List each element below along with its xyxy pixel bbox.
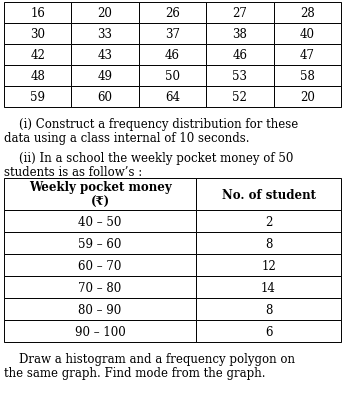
- Bar: [4, 179, 196, 211]
- Text: 8: 8: [265, 237, 272, 250]
- Bar: [196, 299, 341, 321]
- Bar: [4, 87, 71, 108]
- Text: 53: 53: [233, 70, 247, 83]
- Text: (ii) In a school the weekly pocket money of 50: (ii) In a school the weekly pocket money…: [4, 151, 293, 164]
- Bar: [139, 87, 206, 108]
- Bar: [206, 66, 274, 87]
- Text: the same graph. Find mode from the graph.: the same graph. Find mode from the graph…: [4, 366, 266, 379]
- Text: 40 – 50: 40 – 50: [78, 216, 122, 228]
- Text: 26: 26: [165, 7, 180, 20]
- Text: 16: 16: [30, 7, 45, 20]
- Bar: [206, 3, 274, 24]
- Bar: [139, 66, 206, 87]
- Text: 60 – 70: 60 – 70: [78, 259, 122, 272]
- Text: Draw a histogram and a frequency polygon on: Draw a histogram and a frequency polygon…: [4, 352, 295, 365]
- Text: 12: 12: [261, 259, 276, 272]
- Text: 46: 46: [233, 49, 247, 62]
- Bar: [139, 24, 206, 45]
- Bar: [4, 211, 196, 233]
- Text: 50: 50: [165, 70, 180, 83]
- Text: 60: 60: [98, 91, 112, 104]
- Bar: [4, 3, 71, 24]
- Bar: [196, 321, 341, 343]
- Bar: [274, 87, 341, 108]
- Text: 47: 47: [300, 49, 315, 62]
- Bar: [139, 3, 206, 24]
- Bar: [196, 179, 341, 211]
- Text: 27: 27: [233, 7, 247, 20]
- Text: No. of student: No. of student: [221, 189, 316, 201]
- Text: 2: 2: [265, 216, 272, 228]
- Text: 14: 14: [261, 281, 276, 294]
- Bar: [196, 255, 341, 277]
- Bar: [274, 24, 341, 45]
- Text: Weekly pocket money
(₹): Weekly pocket money (₹): [29, 181, 171, 209]
- Bar: [71, 24, 139, 45]
- Text: 59 – 60: 59 – 60: [78, 237, 122, 250]
- Text: 30: 30: [30, 28, 45, 41]
- Bar: [206, 45, 274, 66]
- Text: 52: 52: [233, 91, 247, 104]
- Bar: [71, 3, 139, 24]
- Text: 37: 37: [165, 28, 180, 41]
- Text: 46: 46: [165, 49, 180, 62]
- Text: 6: 6: [265, 325, 272, 338]
- Bar: [4, 66, 71, 87]
- Bar: [4, 233, 196, 255]
- Bar: [274, 66, 341, 87]
- Text: 40: 40: [300, 28, 315, 41]
- Bar: [206, 24, 274, 45]
- Text: (i) Construct a frequency distribution for these: (i) Construct a frequency distribution f…: [4, 117, 298, 130]
- Text: 20: 20: [300, 91, 315, 104]
- Text: 43: 43: [98, 49, 112, 62]
- Text: 42: 42: [30, 49, 45, 62]
- Bar: [206, 87, 274, 108]
- Bar: [71, 45, 139, 66]
- Bar: [4, 299, 196, 321]
- Bar: [196, 233, 341, 255]
- Text: 20: 20: [98, 7, 112, 20]
- Text: 33: 33: [98, 28, 112, 41]
- Text: 28: 28: [300, 7, 315, 20]
- Text: 38: 38: [233, 28, 247, 41]
- Bar: [4, 321, 196, 343]
- Bar: [4, 45, 71, 66]
- Bar: [196, 277, 341, 299]
- Text: 48: 48: [30, 70, 45, 83]
- Text: 90 – 100: 90 – 100: [75, 325, 126, 338]
- Bar: [71, 66, 139, 87]
- Bar: [196, 211, 341, 233]
- Text: 59: 59: [30, 91, 45, 104]
- Bar: [274, 3, 341, 24]
- Text: 70 – 80: 70 – 80: [78, 281, 122, 294]
- Text: 80 – 90: 80 – 90: [78, 303, 122, 316]
- Bar: [4, 24, 71, 45]
- Text: 8: 8: [265, 303, 272, 316]
- Text: 58: 58: [300, 70, 315, 83]
- Text: 64: 64: [165, 91, 180, 104]
- Text: 49: 49: [98, 70, 112, 83]
- Bar: [4, 277, 196, 299]
- Bar: [4, 255, 196, 277]
- Bar: [71, 87, 139, 108]
- Bar: [139, 45, 206, 66]
- Text: students is as follow’s :: students is as follow’s :: [4, 166, 142, 178]
- Text: data using a class internal of 10 seconds.: data using a class internal of 10 second…: [4, 131, 249, 144]
- Bar: [274, 45, 341, 66]
